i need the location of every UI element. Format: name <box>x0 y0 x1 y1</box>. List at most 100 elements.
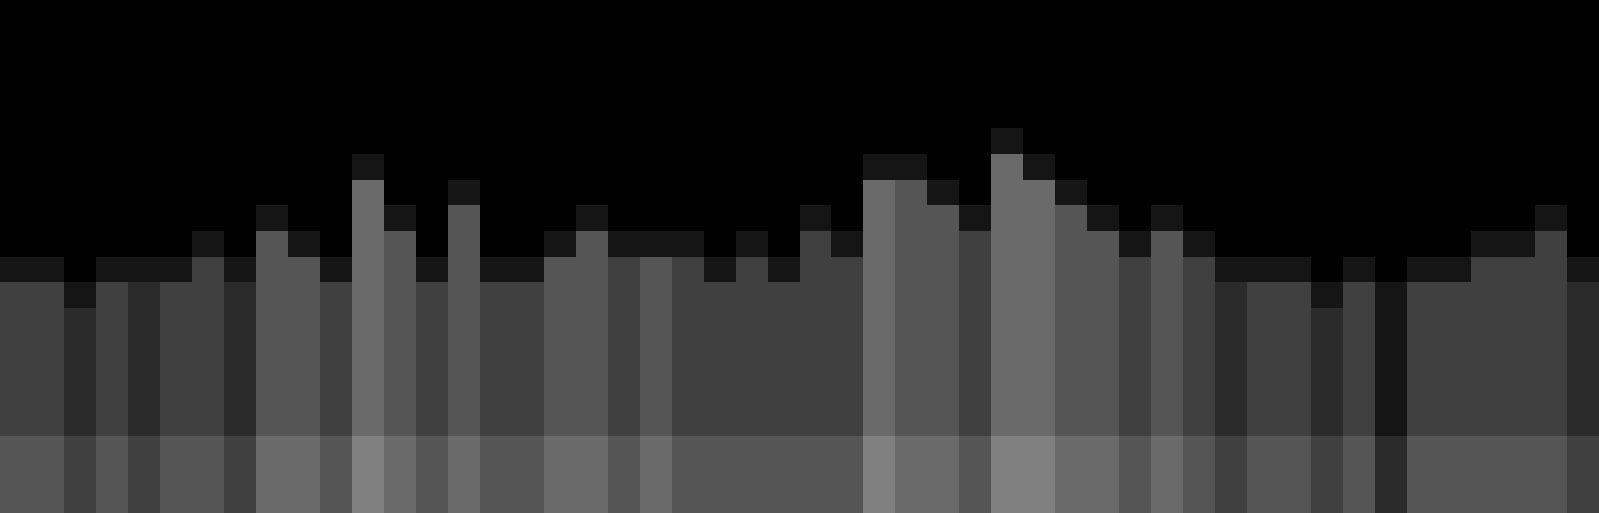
cell <box>416 128 448 154</box>
cell <box>1471 359 1503 385</box>
cell <box>768 26 800 52</box>
cell <box>352 154 384 180</box>
cell <box>736 205 768 231</box>
cell <box>320 308 352 334</box>
cell <box>576 282 608 308</box>
cell <box>1119 180 1151 206</box>
cell <box>736 0 768 26</box>
cell <box>160 308 192 334</box>
cell <box>736 436 768 462</box>
cell <box>384 462 416 488</box>
cell <box>544 180 576 206</box>
cell <box>959 51 991 77</box>
cell <box>672 180 704 206</box>
cell <box>895 231 927 257</box>
cell <box>640 462 672 488</box>
cell <box>416 282 448 308</box>
cell <box>1087 180 1119 206</box>
cell <box>1471 231 1503 257</box>
cell <box>576 333 608 359</box>
cell <box>384 103 416 129</box>
cell <box>224 51 256 77</box>
cell <box>1151 103 1183 129</box>
cell <box>1535 103 1567 129</box>
cell <box>1471 462 1503 488</box>
cell <box>96 103 128 129</box>
cell <box>224 231 256 257</box>
cell <box>704 205 736 231</box>
cell <box>991 257 1023 283</box>
cell <box>1215 231 1247 257</box>
cell <box>1535 436 1567 462</box>
cell <box>0 154 32 180</box>
cell <box>480 26 512 52</box>
cell <box>1215 257 1247 283</box>
cell <box>1247 103 1279 129</box>
cell <box>512 410 544 436</box>
cell <box>1407 0 1439 26</box>
cell <box>160 128 192 154</box>
cell <box>256 0 288 26</box>
cell <box>1407 257 1439 283</box>
cell <box>800 205 832 231</box>
cell <box>608 462 640 488</box>
cell <box>1503 308 1535 334</box>
cell <box>1023 333 1055 359</box>
cell <box>512 180 544 206</box>
cell <box>1055 333 1087 359</box>
cell <box>96 154 128 180</box>
cell <box>576 26 608 52</box>
cell <box>959 257 991 283</box>
cell <box>256 231 288 257</box>
cell <box>959 282 991 308</box>
cell <box>1343 103 1375 129</box>
cell <box>256 385 288 411</box>
cell <box>608 436 640 462</box>
cell <box>288 385 320 411</box>
cell <box>480 154 512 180</box>
cell <box>1567 462 1599 488</box>
cell <box>1439 180 1471 206</box>
cell <box>1343 128 1375 154</box>
cell <box>1311 180 1343 206</box>
cell <box>192 333 224 359</box>
cell <box>800 462 832 488</box>
cell <box>1119 308 1151 334</box>
cell <box>1279 128 1311 154</box>
cell <box>128 333 160 359</box>
cell <box>1055 257 1087 283</box>
cell <box>1567 385 1599 411</box>
cell <box>768 231 800 257</box>
cell <box>768 257 800 283</box>
cell <box>608 77 640 103</box>
cell <box>352 0 384 26</box>
cell <box>959 333 991 359</box>
cell <box>1215 462 1247 488</box>
cell <box>1407 333 1439 359</box>
cell <box>384 282 416 308</box>
cell <box>384 359 416 385</box>
cell <box>288 205 320 231</box>
cell <box>1279 308 1311 334</box>
cell <box>895 282 927 308</box>
cell <box>1151 231 1183 257</box>
cell <box>320 333 352 359</box>
cell <box>1183 180 1215 206</box>
cell <box>1183 385 1215 411</box>
cell <box>1375 462 1407 488</box>
cell <box>288 282 320 308</box>
cell <box>224 103 256 129</box>
cell <box>192 128 224 154</box>
cell <box>32 180 64 206</box>
cell <box>1247 308 1279 334</box>
cell <box>1215 103 1247 129</box>
cell <box>831 462 863 488</box>
cell <box>448 26 480 52</box>
cell <box>544 205 576 231</box>
cell <box>640 154 672 180</box>
cell <box>512 462 544 488</box>
cell <box>1535 128 1567 154</box>
cell <box>416 26 448 52</box>
cell <box>544 410 576 436</box>
cell <box>32 487 64 513</box>
